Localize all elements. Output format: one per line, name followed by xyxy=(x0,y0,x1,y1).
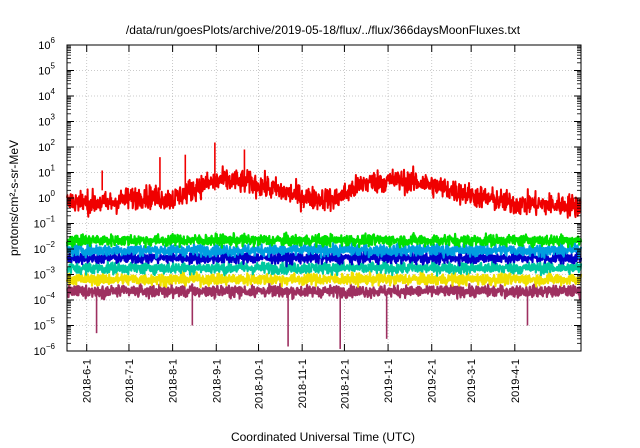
series-line xyxy=(65,270,583,288)
x-tick-label: 2018-7-1 xyxy=(124,359,136,403)
plot-series xyxy=(65,142,583,349)
x-tick-label: 2018-12-1 xyxy=(339,359,351,409)
series-line xyxy=(66,258,583,277)
x-tick-label: 2018-8-1 xyxy=(168,359,180,403)
series-line xyxy=(65,241,583,260)
y-tick-label: 10−2 xyxy=(34,240,56,256)
series-line xyxy=(66,165,582,219)
y-tick-label: 106 xyxy=(38,36,55,52)
y-axis-label: protons/cm²-s-sr-MeV xyxy=(7,140,21,256)
series-line xyxy=(66,282,582,301)
y-tick-label: 101 xyxy=(38,164,55,180)
y-tick-label: 102 xyxy=(38,138,55,154)
y-tick-label: 10−3 xyxy=(34,266,56,282)
x-tick-label: 2019-1-1 xyxy=(383,359,395,403)
chart-title: /data/run/goesPlots/archive/2019-05-18/f… xyxy=(126,23,521,37)
y-tick-label: 10−4 xyxy=(34,291,56,307)
axis-ticks: 10−6 10−5 10−4 10−3 10−2 10−1 100 101 102 103 104 1… xyxy=(34,36,581,409)
y-tick-label: 10−1 xyxy=(34,215,56,231)
x-tick-label: 2018-10-1 xyxy=(254,359,266,409)
x-tick-label: 2019-2-1 xyxy=(427,359,439,403)
x-tick-label: 2019-4-1 xyxy=(510,359,522,403)
series-line xyxy=(65,231,583,249)
y-tick-label: 10−6 xyxy=(34,342,56,358)
x-tick-label: 2019-3-1 xyxy=(466,359,478,403)
x-tick-label: 2018-6-1 xyxy=(82,359,94,403)
x-axis-label: Coordinated Universal Time (UTC) xyxy=(231,430,415,444)
y-tick-label: 103 xyxy=(38,113,55,129)
y-tick-label: 10−5 xyxy=(34,317,56,333)
x-tick-label: 2018-9-1 xyxy=(211,359,223,403)
y-tick-label: 104 xyxy=(38,87,55,103)
y-tick-label: 105 xyxy=(38,62,55,78)
x-tick-label: 2018-11-1 xyxy=(297,359,309,408)
y-tick-label: 100 xyxy=(38,189,55,205)
